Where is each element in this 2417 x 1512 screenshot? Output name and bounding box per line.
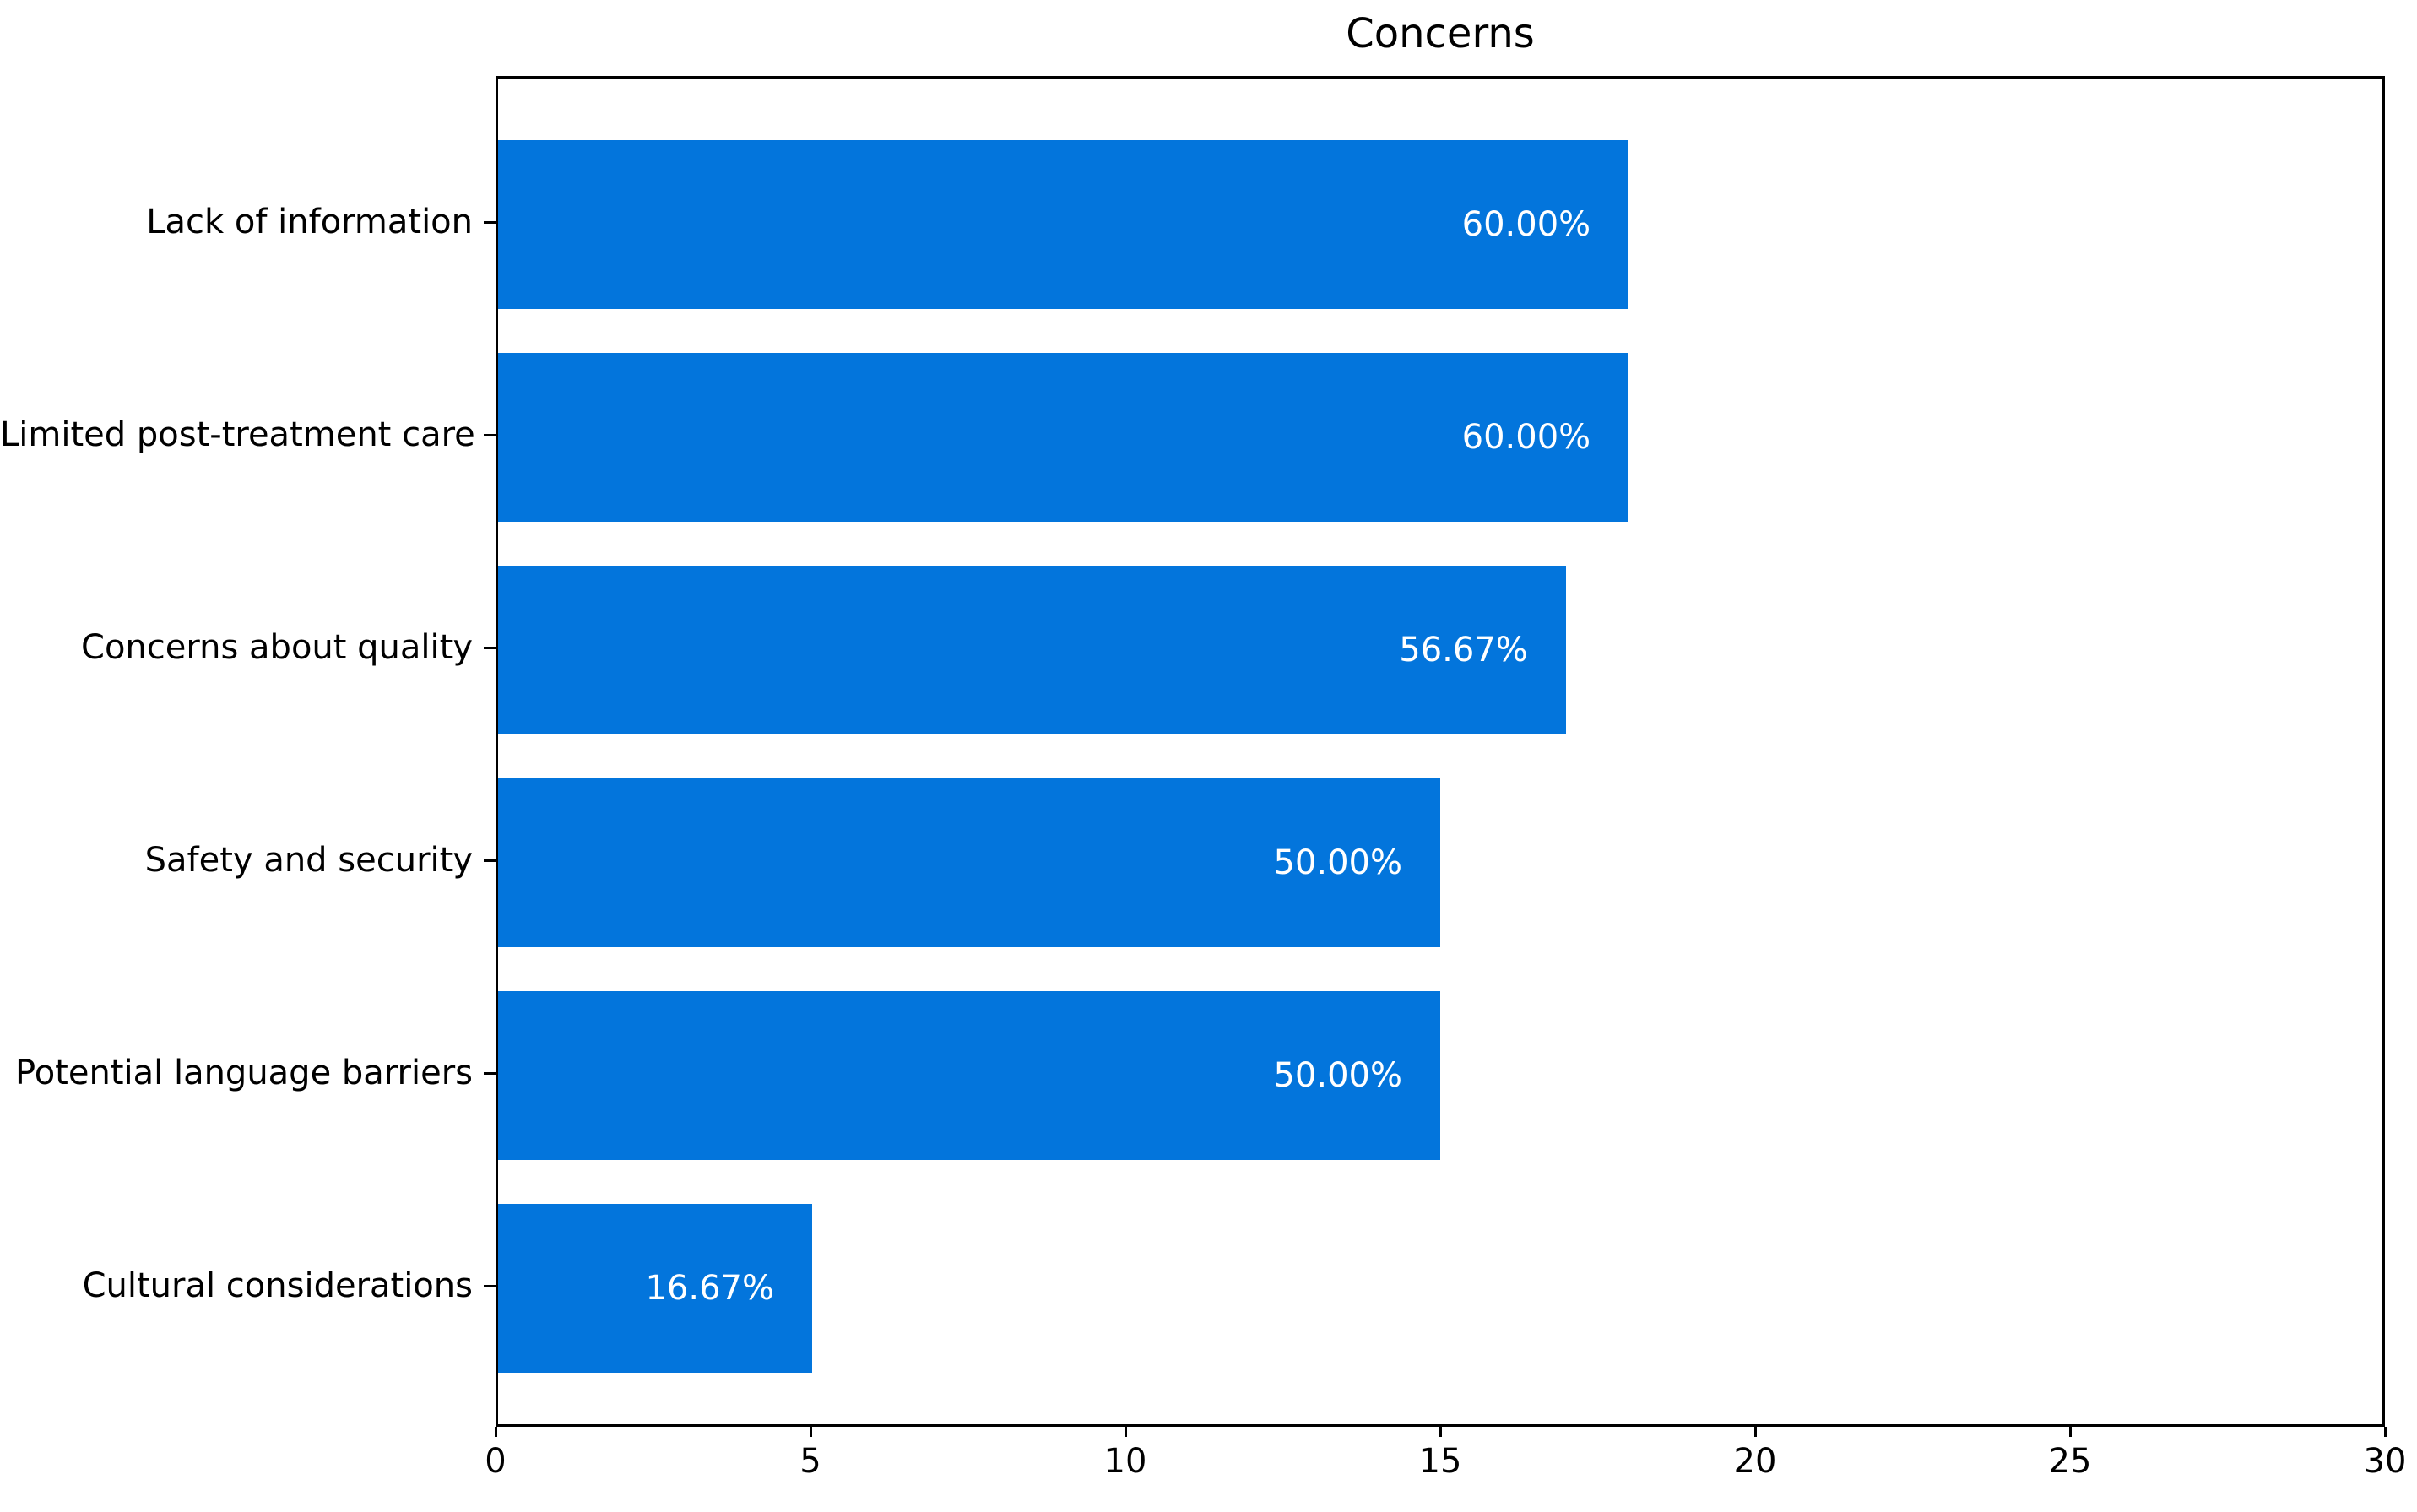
bar-value-label: 56.67% bbox=[1399, 631, 1528, 669]
y-axis-label: Safety and security bbox=[144, 841, 473, 880]
bar: 60.00% bbox=[498, 353, 1629, 522]
x-tick-label: 5 bbox=[799, 1442, 821, 1481]
y-tick-mark bbox=[484, 433, 496, 436]
x-tick-mark bbox=[2383, 1427, 2387, 1437]
y-tick-mark bbox=[484, 1284, 496, 1287]
y-tick-mark bbox=[484, 859, 496, 862]
x-tick-label: 25 bbox=[2048, 1442, 2092, 1481]
y-tick-mark bbox=[484, 1071, 496, 1075]
y-tick-mark bbox=[484, 646, 496, 649]
x-tick-mark bbox=[809, 1427, 812, 1437]
chart-title: Concerns bbox=[1346, 10, 1535, 57]
y-axis-label: Cultural considerations bbox=[82, 1266, 473, 1305]
x-tick-label: 20 bbox=[1733, 1442, 1777, 1481]
y-axis-label: Lack of information bbox=[146, 203, 473, 241]
bar: 50.00% bbox=[498, 778, 1440, 947]
y-axis-label: Concerns about quality bbox=[81, 628, 473, 667]
x-tick-mark bbox=[1124, 1427, 1127, 1437]
x-tick-mark bbox=[1753, 1427, 1757, 1437]
bar-value-label: 60.00% bbox=[1461, 418, 1591, 457]
x-tick-label: 15 bbox=[1418, 1442, 1462, 1481]
bar-value-label: 50.00% bbox=[1273, 843, 1402, 882]
bar: 16.67% bbox=[498, 1204, 812, 1373]
y-axis-label: Potential language barriers bbox=[15, 1054, 473, 1092]
x-tick-label: 10 bbox=[1103, 1442, 1147, 1481]
x-tick-label: 30 bbox=[2363, 1442, 2407, 1481]
y-axis-label: Limited post-treatment care bbox=[0, 415, 475, 454]
x-tick-mark bbox=[494, 1427, 497, 1437]
bar: 60.00% bbox=[498, 140, 1629, 309]
bar-value-label: 50.00% bbox=[1273, 1056, 1402, 1095]
x-tick-label: 0 bbox=[485, 1442, 507, 1481]
y-tick-mark bbox=[484, 220, 496, 224]
bar-value-label: 60.00% bbox=[1461, 205, 1591, 244]
x-tick-mark bbox=[2068, 1427, 2072, 1437]
plot-area: 60.00% 60.00% 56.67% 50.00% 50.00% 16.67% bbox=[496, 76, 2385, 1427]
bar: 50.00% bbox=[498, 991, 1440, 1160]
bar: 56.67% bbox=[498, 566, 1566, 734]
x-tick-mark bbox=[1439, 1427, 1442, 1437]
bar-value-label: 16.67% bbox=[645, 1269, 774, 1308]
